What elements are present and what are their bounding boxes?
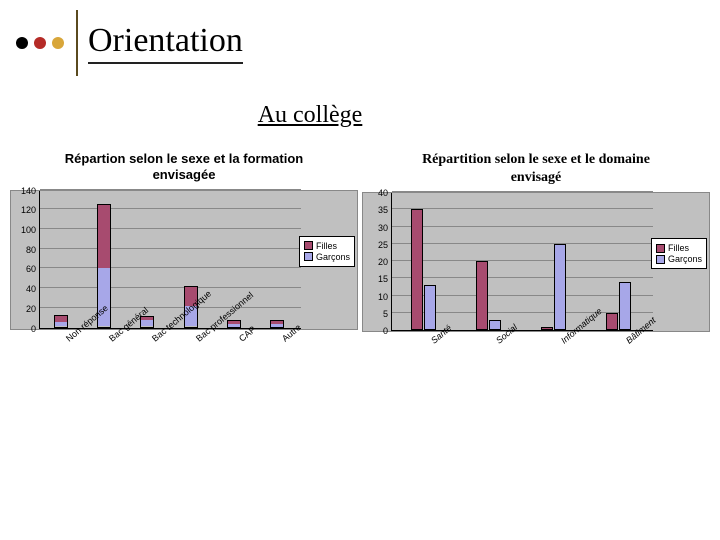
- bar-filles: [606, 313, 618, 330]
- chart-right-xaxis: SantéSocialInformatiqueBâtiment: [362, 332, 710, 380]
- bar-group: [411, 209, 436, 330]
- legend-item-filles: Filles: [656, 243, 702, 253]
- chart-left-xaxis: Non réponseBac généralBac technologiqueB…: [10, 330, 358, 378]
- vertical-divider: [76, 10, 78, 76]
- stacked-bar: [270, 320, 284, 328]
- slide-header: Orientation: [0, 0, 720, 74]
- bar-garcons: [554, 244, 566, 330]
- swatch-garcons: [656, 255, 665, 264]
- chart-right-bars: [391, 193, 653, 331]
- legend-label-garcons: Garçons: [668, 254, 702, 264]
- stacked-bar: [227, 320, 241, 328]
- chart-right-title-l1: Répartition selon le sexe et le domaine: [422, 152, 650, 167]
- bar-filles: [411, 209, 423, 330]
- legend-label-garcons: Garçons: [316, 252, 350, 262]
- chart-right-plot: 0510152025303540 Filles Garçons: [362, 192, 710, 332]
- stacked-bar: [54, 315, 68, 328]
- bar-garcons: [489, 320, 501, 330]
- bar-garcons: [424, 285, 436, 330]
- chart-left: Répartion selon le sexe et la formation …: [10, 151, 358, 380]
- chart-right-yaxis: 0510152025303540: [363, 193, 391, 331]
- slide-title: Orientation: [88, 22, 243, 64]
- chart-left-legend: Filles Garçons: [299, 236, 355, 267]
- chart-left-title: Répartion selon le sexe et la formation …: [10, 151, 358, 184]
- swatch-garcons: [304, 252, 313, 261]
- chart-left-bars: [39, 191, 301, 329]
- bullet-2: [34, 37, 46, 49]
- chart-left-title-l2: envisagée: [153, 167, 216, 182]
- chart-right-legend: Filles Garçons: [651, 238, 707, 269]
- swatch-filles: [304, 241, 313, 250]
- bar-group: [606, 282, 631, 330]
- swatch-filles: [656, 244, 665, 253]
- legend-item-garcons: Garçons: [304, 252, 350, 262]
- chart-right-title: Répartition selon le sexe et le domaine …: [362, 151, 710, 186]
- chart-right: Répartition selon le sexe et le domaine …: [362, 151, 710, 380]
- chart-left-yaxis: 020406080100120140: [11, 191, 39, 329]
- bar-group: [476, 261, 501, 330]
- slide-subtitle: Au collège: [210, 102, 410, 129]
- legend-label-filles: Filles: [316, 241, 337, 251]
- chart-left-title-l1: Répartion selon le sexe et la formation: [65, 151, 303, 166]
- bar-garcons: [619, 282, 631, 330]
- legend-label-filles: Filles: [668, 243, 689, 253]
- chart-right-title-l2: envisagé: [511, 170, 562, 185]
- bullet-1: [16, 37, 28, 49]
- bullet-3: [52, 37, 64, 49]
- bar-filles: [541, 327, 553, 330]
- charts-row: Répartion selon le sexe et la formation …: [0, 151, 720, 380]
- bullets-decor: [16, 37, 72, 49]
- legend-item-filles: Filles: [304, 241, 350, 251]
- bar-filles: [476, 261, 488, 330]
- bar-group: [541, 244, 566, 330]
- legend-item-garcons: Garçons: [656, 254, 702, 264]
